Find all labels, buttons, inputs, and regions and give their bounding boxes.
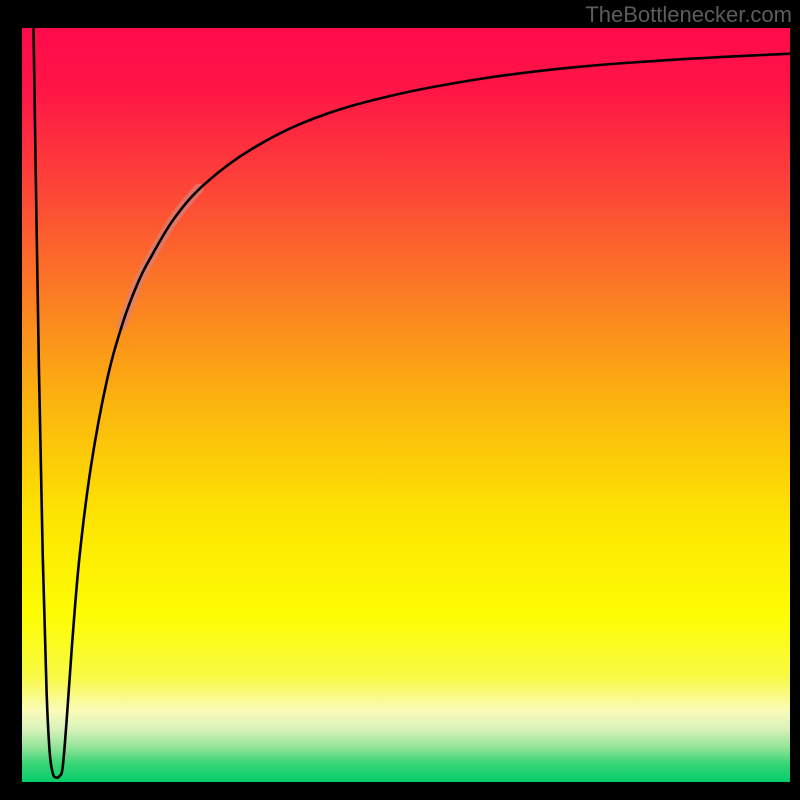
chart-frame: TheBottlenecker.com — [0, 0, 800, 800]
bottleneck-chart — [0, 0, 800, 800]
watermark-text: TheBottlenecker.com — [585, 2, 792, 28]
plot-background — [22, 28, 790, 782]
